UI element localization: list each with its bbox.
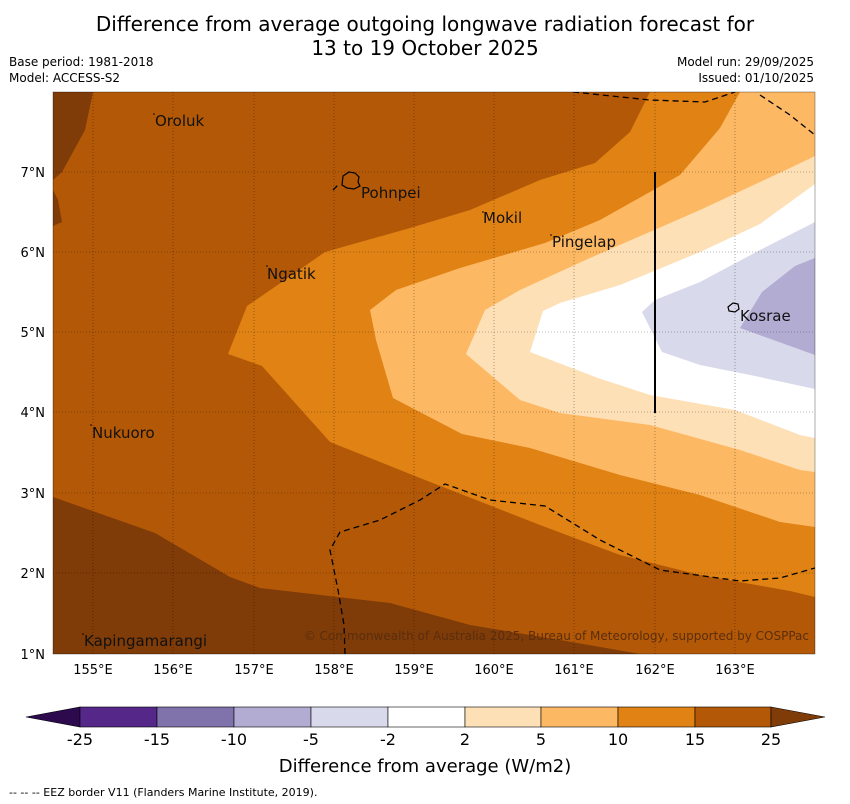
colorbar-title: Difference from average (W/m2)	[279, 756, 571, 777]
kosrae-island-icon	[727, 302, 740, 313]
colorbar-swatch	[387, 706, 466, 728]
colorbar-swatch	[617, 706, 696, 728]
place-kapingamarangi: Kapingamarangi	[84, 632, 207, 650]
lon-tick: 157°E	[234, 663, 274, 678]
map-frame	[52, 91, 816, 655]
kapingamarangi-marker	[82, 633, 84, 635]
colorbar-label: 5	[536, 730, 546, 749]
band-gt25-north	[53, 92, 93, 180]
ngatik-marker	[266, 265, 268, 267]
lat-tick: 4°N	[21, 406, 46, 421]
graticule	[53, 92, 815, 654]
lat-tick: 3°N	[21, 487, 46, 502]
lat-tick: 7°N	[21, 166, 46, 181]
meta-left: Base period: 1981-2018 Model: ACCESS-S2	[9, 54, 154, 86]
band-minus-2-5	[642, 222, 815, 389]
place-kosrae: Kosrae	[740, 307, 791, 325]
colorbar-label: 2	[460, 730, 470, 749]
colorbar-label: 10	[608, 730, 628, 749]
band-gt25-north-strip	[53, 190, 62, 226]
colorbar: -25 -15 -10 -5 -2 2 5 10 15 25 Differenc…	[25, 706, 826, 777]
lon-tick: 161°E	[554, 663, 594, 678]
colorbar-swatch	[233, 706, 312, 728]
colorbar-extend-low	[25, 706, 81, 728]
lon-tick: 155°E	[73, 663, 113, 678]
meta-right: Model run: 29/09/2025 Issued: 01/10/2025	[677, 54, 814, 86]
copyright-notice: © Commonwealth of Australia 2025, Bureau…	[304, 629, 809, 643]
colorbar-extend-high	[770, 706, 826, 728]
eez-footnote: -- -- -- EEZ border V11 (Flanders Marine…	[9, 786, 318, 799]
band-minus-5-10	[740, 258, 815, 355]
map-area: Oroluk Pohnpei Mokil Pingelap Ngatik Kos…	[53, 92, 815, 654]
colorbar-swatch	[540, 706, 619, 728]
colorbar-swatch	[156, 706, 235, 728]
eez-border	[329, 92, 815, 654]
title-line-1: Difference from average outgoing longwav…	[95, 12, 755, 36]
chart-title: Difference from average outgoing longwav…	[0, 12, 850, 60]
colorbar-swatch	[79, 706, 158, 728]
colorbar-label: -2	[380, 730, 396, 749]
place-ngatik: Ngatik	[267, 265, 316, 283]
issued-date: Issued: 01/10/2025	[698, 71, 814, 85]
pingelap-marker	[550, 234, 552, 236]
place-pohnpei: Pohnpei	[361, 184, 421, 202]
oroluk-marker	[153, 113, 155, 115]
colorbar-label: -15	[144, 730, 170, 749]
pohnpei-island-icon	[341, 171, 361, 190]
lat-tick: 6°N	[21, 246, 46, 261]
title-line-2: 13 to 19 October 2025	[311, 36, 539, 60]
model-run: Model run: 29/09/2025	[676, 55, 814, 69]
colorbar-label: 15	[685, 730, 705, 749]
colorbar-label: 25	[761, 730, 781, 749]
lon-tick: 160°E	[474, 663, 514, 678]
lon-tick: 158°E	[314, 663, 354, 678]
place-oroluk: Oroluk	[155, 112, 204, 130]
lon-tick: 163°E	[715, 663, 755, 678]
colorbar-swatch	[310, 706, 389, 728]
model-name: Model: ACCESS-S2	[9, 71, 121, 85]
colorbar-label: -10	[221, 730, 247, 749]
colorbar-label: -5	[303, 730, 319, 749]
lat-tick: 2°N	[21, 567, 46, 582]
lon-tick: 156°E	[153, 663, 193, 678]
lon-axis: 155°E 156°E 157°E 158°E 159°E 160°E 161°…	[73, 663, 755, 678]
place-nukuoro: Nukuoro	[92, 424, 155, 442]
lat-axis: 7°N 6°N 5°N 4°N 3°N 2°N 1°N	[21, 166, 46, 663]
lon-tick: 159°E	[394, 663, 434, 678]
base-period: Base period: 1981-2018	[9, 55, 154, 69]
colorbar-label: -25	[67, 730, 93, 749]
band-gt25-south	[53, 497, 640, 654]
lat-tick: 1°N	[21, 648, 46, 663]
colorbar-swatch	[464, 706, 542, 728]
nukuoro-marker	[90, 424, 92, 426]
mokil-marker	[482, 211, 484, 213]
lat-tick: 5°N	[21, 326, 46, 341]
colorbar-swatch	[694, 706, 772, 728]
place-mokil: Mokil	[483, 209, 522, 227]
lon-tick: 162°E	[635, 663, 675, 678]
place-pingelap: Pingelap	[552, 233, 616, 251]
